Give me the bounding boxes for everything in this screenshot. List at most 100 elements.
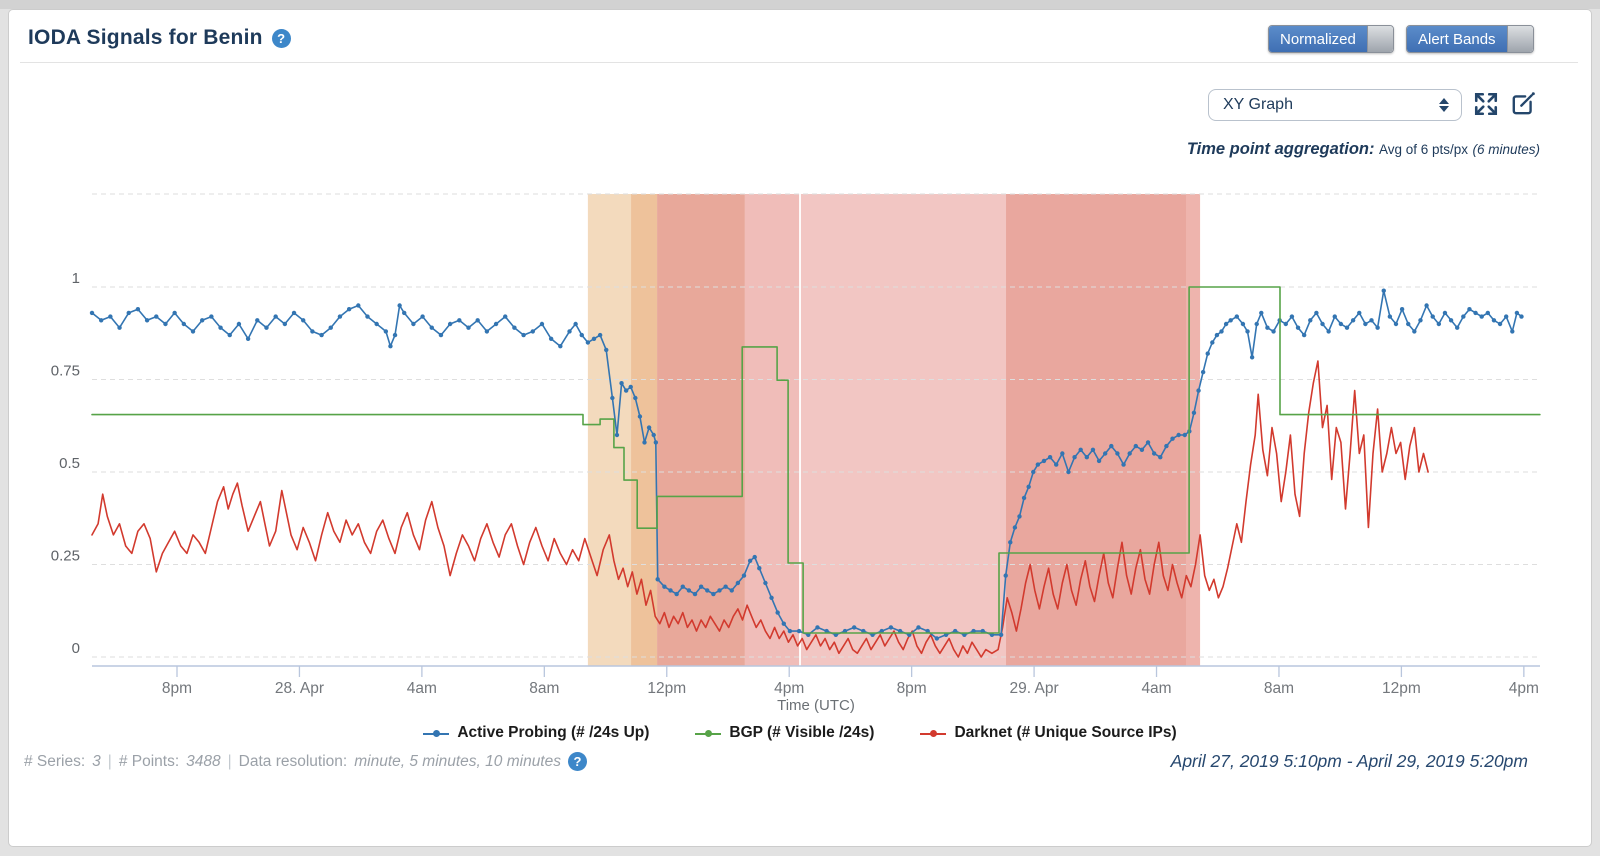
- series-marker: [1026, 484, 1031, 489]
- series-marker: [842, 628, 848, 634]
- series-marker: [1017, 514, 1022, 519]
- graph-type-select[interactable]: XY Graph: [1208, 89, 1462, 121]
- series-marker: [1254, 321, 1259, 327]
- series-marker: [851, 625, 857, 630]
- normalized-toggle[interactable]: Normalized: [1268, 25, 1394, 53]
- series-marker: [1047, 455, 1053, 460]
- series-marker: [1145, 440, 1151, 445]
- help-icon[interactable]: ?: [568, 752, 587, 771]
- series-marker: [282, 321, 288, 327]
- series-marker: [457, 318, 462, 323]
- series-marker: [1357, 310, 1362, 316]
- series-marker: [980, 628, 985, 634]
- alert-band: [587, 194, 632, 666]
- edit-icon[interactable]: [1510, 91, 1536, 117]
- series-marker: [1200, 369, 1206, 375]
- series-count-label: # Series:: [24, 752, 86, 770]
- series-marker: [692, 591, 698, 597]
- series-marker: [1436, 321, 1442, 327]
- series-marker: [310, 329, 315, 334]
- series-marker: [1448, 318, 1454, 323]
- series-marker: [763, 580, 768, 586]
- series-marker: [199, 318, 205, 323]
- resolution-label: Data resolution:: [238, 752, 348, 770]
- series-marker: [1412, 329, 1417, 334]
- points-count-label: # Points:: [118, 752, 180, 770]
- series-marker: [1249, 355, 1255, 360]
- page-title-text: IODA Signals for Benin: [28, 26, 263, 49]
- series-marker: [1393, 321, 1399, 327]
- darknet-marker-icon: [920, 729, 947, 738]
- normalized-toggle-knob[interactable]: [1366, 26, 1393, 52]
- x-tick-label: 29. Apr: [1010, 680, 1059, 697]
- y-tick-label: 0.75: [51, 363, 80, 380]
- y-tick-label: 0.25: [51, 548, 80, 565]
- series-marker: [1041, 458, 1047, 464]
- series-marker: [610, 395, 615, 401]
- series-marker: [637, 414, 643, 419]
- series-marker: [1151, 451, 1157, 456]
- series-marker: [209, 314, 214, 319]
- series-marker: [1332, 314, 1337, 319]
- series-marker: [604, 347, 609, 353]
- series-marker: [591, 336, 597, 341]
- series-marker: [1196, 388, 1201, 393]
- series-marker: [698, 584, 704, 589]
- series-marker: [646, 425, 652, 430]
- series-marker: [642, 440, 647, 445]
- series-marker: [1406, 321, 1411, 327]
- series-marker: [328, 325, 333, 330]
- bgp-marker-icon: [695, 729, 722, 738]
- series-marker: [1133, 443, 1139, 449]
- y-tick-label: 0.5: [59, 455, 80, 472]
- legend-label: BGP (# Visible /24s): [729, 724, 875, 741]
- series-marker: [172, 310, 177, 316]
- help-icon[interactable]: ?: [271, 28, 291, 48]
- series-marker: [301, 318, 306, 323]
- series-marker: [680, 584, 685, 589]
- expand-icon[interactable]: [1473, 91, 1499, 117]
- series-marker: [1473, 310, 1478, 316]
- series-marker: [255, 318, 260, 323]
- series-marker: [916, 625, 921, 630]
- series-marker: [539, 321, 545, 327]
- series-marker: [1424, 303, 1429, 308]
- resolution-value: minute, 5 minutes, 10 minutes: [354, 752, 561, 770]
- series-marker: [245, 336, 251, 341]
- x-tick-label: 4pm: [774, 680, 804, 697]
- legend-item-bgp[interactable]: BGP (# Visible /24s): [695, 724, 874, 742]
- series-marker: [757, 566, 762, 571]
- aggregation-detail: (6 minutes): [1472, 142, 1540, 157]
- series-marker: [98, 318, 104, 323]
- aggregation-value: Avg of 6 pts/px: [1378, 142, 1469, 157]
- series-marker: [897, 628, 903, 634]
- series-line-1: [91, 286, 1541, 634]
- series-marker: [1121, 462, 1126, 467]
- alert-bands-toggle[interactable]: Alert Bands: [1406, 25, 1534, 53]
- series-marker: [1054, 462, 1059, 467]
- alert-bands-toggle-knob[interactable]: [1506, 26, 1533, 52]
- xy-chart[interactable]: 0 0.25 0.5 0.75 1 8pm 28. Apr 4am 8am 12pm 4pm 8pm 2…: [0, 0, 1600, 715]
- series-marker: [1090, 447, 1096, 452]
- series-marker: [1240, 321, 1246, 327]
- series-marker: [686, 588, 692, 593]
- series-marker: [365, 314, 370, 319]
- series-marker: [614, 432, 620, 438]
- series-marker: [108, 314, 113, 319]
- graph-type-value: XY Graph: [1223, 96, 1293, 113]
- series-marker: [1205, 351, 1210, 356]
- series-line-2: [91, 360, 1429, 658]
- date-range: April 27, 2019 5:10pm - April 29, 2019 5…: [1170, 751, 1528, 771]
- series-marker: [1503, 314, 1509, 319]
- series-marker: [934, 636, 940, 641]
- legend-item-active-probing[interactable]: Active Probing (# /24s Up): [423, 724, 649, 742]
- series-marker: [1326, 329, 1331, 334]
- series-marker: [1510, 329, 1515, 334]
- series-marker: [144, 318, 150, 323]
- header-divider: [20, 62, 1578, 63]
- series-marker: [429, 325, 434, 330]
- legend-item-darknet[interactable]: Darknet (# Unique Source IPs): [920, 724, 1177, 742]
- series-marker: [1219, 329, 1224, 334]
- series-marker: [402, 310, 407, 316]
- series-marker: [1430, 314, 1435, 319]
